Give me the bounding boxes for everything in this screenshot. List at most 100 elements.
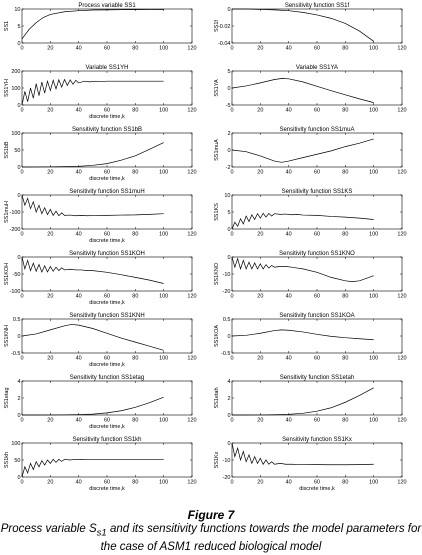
series-line — [21, 142, 164, 168]
x-tick-label: 120 — [397, 418, 406, 424]
plot-frame — [21, 8, 193, 44]
x-axis-label: discrete time,k — [89, 114, 125, 120]
x-tick-label: 120 — [187, 418, 196, 424]
y-tick-label: 0.5 — [13, 317, 21, 323]
series-line — [231, 212, 374, 230]
chart-title: Sensitivity function SS1bB — [72, 127, 142, 133]
x-tick-label: 80 — [132, 356, 138, 362]
x-tick-label: 120 — [187, 108, 196, 114]
series-line — [21, 256, 164, 284]
x-tick-label: 20 — [257, 232, 263, 238]
plot-frame — [21, 380, 193, 416]
y-tick-label: 0 — [17, 193, 20, 199]
y-tick-label: -200 — [9, 227, 20, 233]
x-axis-label: discrete time,k — [89, 486, 125, 492]
plot-frame — [231, 8, 403, 44]
y-tick-label: -10 — [223, 272, 231, 278]
x-tick-label: 20 — [257, 46, 263, 52]
x-tick-label: 20 — [257, 294, 263, 300]
x-tick-label: 100 — [159, 294, 168, 300]
y-tick-label: 2 — [227, 131, 230, 137]
x-tick-label: 40 — [286, 418, 292, 424]
y-axis-label: SS1KOH — [4, 263, 10, 285]
x-tick-label: 100 — [369, 170, 378, 176]
x-tick-label: 0 — [230, 294, 233, 300]
x-tick-label: 80 — [132, 232, 138, 238]
x-tick-label: 100 — [369, 108, 378, 114]
chart-title: Process variable SS1 — [78, 3, 136, 9]
x-tick-label: 20 — [257, 356, 263, 362]
x-tick-label: 20 — [47, 480, 53, 486]
subplot-3: 0 20 40 60 80 100 120 200 100 0 Variable SS1YH SS1Y… — [4, 65, 197, 120]
y-tick-label: 100 — [11, 441, 20, 447]
chart-title: Sensitivity function SS1muA — [279, 127, 354, 133]
x-tick-label: 20 — [47, 108, 53, 114]
subplot-10: 0 20 40 60 80 100 120 0 -10 -20 Sensitivity functi… — [214, 251, 407, 300]
x-tick-label: 40 — [286, 356, 292, 362]
x-tick-label: 60 — [104, 108, 110, 114]
subplot-5: 0 20 40 60 80 100 120 100 50 0 Sensitivity functio… — [4, 127, 197, 182]
x-tick-label: 80 — [132, 108, 138, 114]
y-tick-label: 0 — [227, 7, 230, 13]
x-tick-label: 120 — [187, 232, 196, 238]
y-tick-label: 0 — [227, 148, 230, 154]
x-tick-label: 40 — [76, 418, 82, 424]
x-tick-label: 120 — [397, 46, 406, 52]
x-tick-label: 20 — [257, 170, 263, 176]
y-tick-label: 50 — [14, 458, 20, 464]
x-tick-label: 40 — [76, 108, 82, 114]
chart-title: Variable SS1YH — [86, 65, 129, 71]
x-tick-label: 80 — [342, 418, 348, 424]
y-tick-label: 5 — [17, 24, 20, 30]
series-line — [21, 194, 164, 217]
x-tick-label: 100 — [159, 232, 168, 238]
x-tick-label: 20 — [47, 418, 53, 424]
y-tick-label: 0.5 — [223, 317, 231, 323]
y-tick-label: -2 — [226, 165, 231, 171]
chart-title: Sensitivity function SS1kh — [72, 437, 141, 443]
y-tick-label: 2 — [17, 396, 20, 402]
y-tick-label: 0 — [17, 413, 20, 419]
x-tick-label: 80 — [342, 356, 348, 362]
x-tick-label: 0 — [20, 108, 23, 114]
x-tick-label: 20 — [47, 46, 53, 52]
y-axis-label: SS1 — [4, 21, 10, 31]
y-tick-label: 4 — [17, 379, 20, 385]
caption-part-2: and its sensitivity functions towards th… — [100, 523, 422, 554]
x-tick-label: 100 — [369, 46, 378, 52]
x-tick-label: 80 — [132, 418, 138, 424]
y-tick-label: 5 — [227, 210, 230, 216]
x-tick-label: 0 — [20, 294, 23, 300]
chart-title: Sensitivity function SS1etag — [70, 375, 144, 381]
y-axis-label: SS1Kx — [214, 451, 220, 468]
y-tick-label: 0 — [227, 255, 230, 261]
y-tick-label: 0 — [17, 255, 20, 261]
x-tick-label: 60 — [314, 480, 320, 486]
series-line — [21, 324, 164, 351]
chart-title: Sensitivity function SS1Kx — [282, 437, 352, 443]
x-tick-label: 80 — [132, 170, 138, 176]
x-tick-label: 0 — [20, 46, 23, 52]
x-tick-label: 0 — [20, 170, 23, 176]
x-tick-label: 40 — [286, 108, 292, 114]
plot-frame — [231, 256, 403, 292]
x-tick-label: 100 — [369, 480, 378, 486]
y-tick-label: 0 — [227, 441, 230, 447]
x-tick-label: 20 — [47, 356, 53, 362]
x-tick-label: 20 — [257, 418, 263, 424]
y-tick-label: -100 — [9, 289, 20, 295]
x-tick-label: 120 — [187, 170, 196, 176]
series-line — [231, 256, 374, 283]
x-tick-label: 80 — [342, 294, 348, 300]
x-tick-label: 60 — [104, 294, 110, 300]
x-tick-label: 60 — [104, 232, 110, 238]
x-tick-label: 80 — [132, 480, 138, 486]
chart-title: Sensitivity function SS1KOH — [69, 251, 145, 257]
plot-frame — [231, 442, 403, 478]
series-line — [22, 396, 164, 416]
y-axis-label: SS1YH — [4, 79, 10, 97]
x-tick-label: 120 — [187, 294, 196, 300]
